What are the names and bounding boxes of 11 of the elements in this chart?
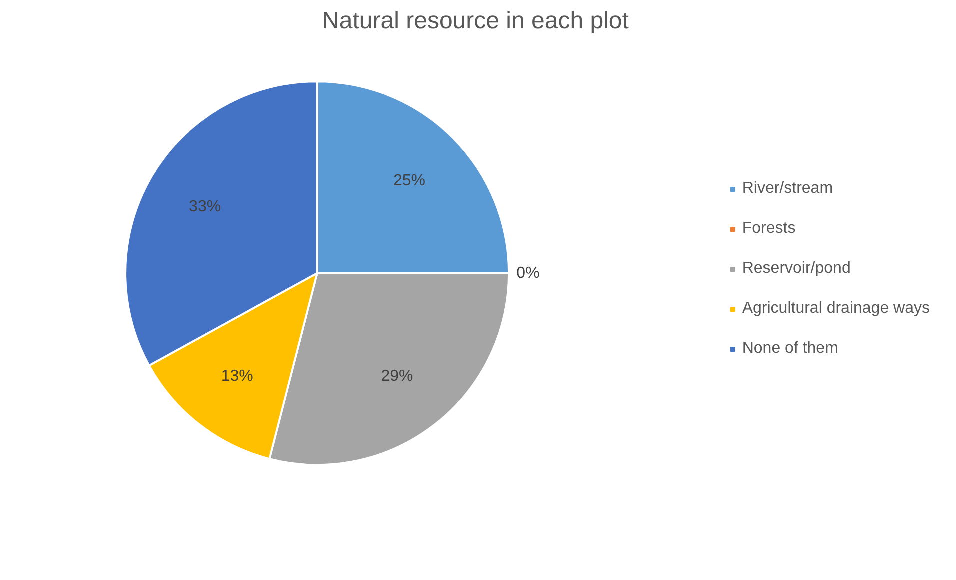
data-label: 13% — [221, 368, 254, 385]
legend-label: River/stream — [742, 180, 834, 198]
legend-label: Forests — [742, 220, 796, 238]
data-label: 33% — [189, 198, 222, 216]
data-label: 25% — [393, 172, 426, 190]
data-label: 29% — [381, 368, 414, 385]
text: 0% — [516, 264, 540, 282]
chart-title: Natural resource in each plot — [322, 8, 630, 34]
legend-label: None of them — [742, 340, 838, 358]
legend-label: Reservoir/pond — [742, 260, 851, 278]
legend-label: Agricultural drainage ways — [742, 300, 930, 318]
